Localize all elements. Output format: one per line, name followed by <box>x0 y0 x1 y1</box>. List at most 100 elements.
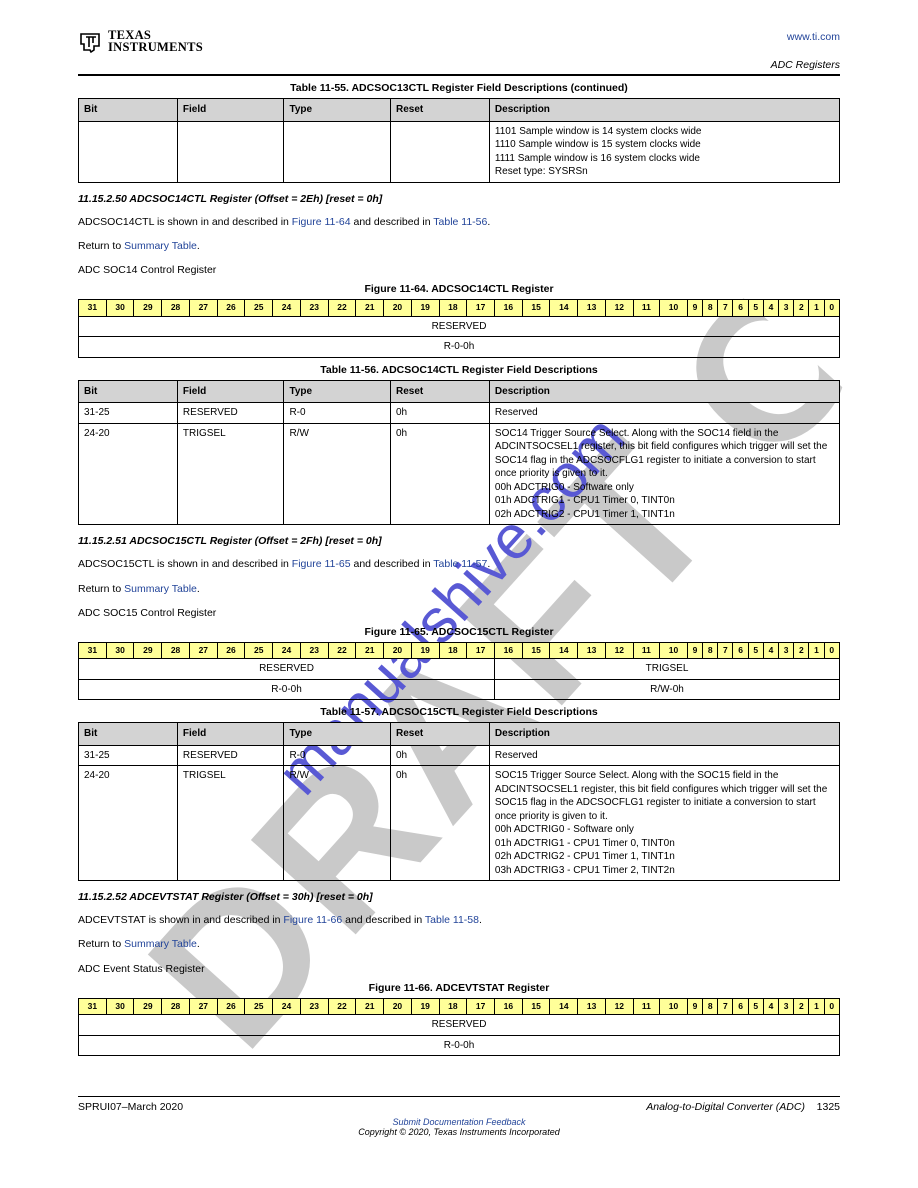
table56: Bit Field Type Reset Description 31-25 R… <box>78 380 840 526</box>
cell: RESERVED <box>177 745 284 766</box>
bit-header: 9 <box>687 642 702 658</box>
th-type: Type <box>284 99 391 122</box>
bit-header: 30 <box>106 642 134 658</box>
cell: 0h <box>390 745 489 766</box>
bit-header: 13 <box>578 998 606 1014</box>
bit-header: 24 <box>273 300 301 316</box>
sec4-para2: ADC Event Status Register <box>78 962 840 976</box>
bit-header: 20 <box>384 300 412 316</box>
bit-header: 26 <box>217 998 245 1014</box>
bit-header: 5 <box>748 998 763 1014</box>
cell: 0h <box>390 423 489 525</box>
bit-header: 9 <box>687 300 702 316</box>
fig66-caption: Figure 11-66. ADCEVTSTAT Register <box>78 982 840 994</box>
bit-header: 8 <box>703 300 718 316</box>
footer-right: Analog-to-Digital Converter (ADC) <box>646 1101 805 1113</box>
tbl57-caption: Table 11-57. ADCSOC15CTL Register Field … <box>78 706 840 718</box>
cell-desc: SOC14 Trigger Source Select. Along with … <box>489 423 839 525</box>
bit-header: 30 <box>106 300 134 316</box>
bit-header: 19 <box>411 300 439 316</box>
feedback-link[interactable]: Submit Documentation Feedback <box>392 1117 525 1127</box>
bit-header: 7 <box>718 998 733 1014</box>
bit-header: 18 <box>439 998 467 1014</box>
fig66-table: 3130292827262524232221201918171615141312… <box>78 998 840 1056</box>
cell: 24-20 <box>79 423 178 525</box>
fig64-link[interactable]: Figure 11-64 <box>292 216 351 228</box>
bit-header: 20 <box>384 998 412 1014</box>
bit-header: 2 <box>794 300 809 316</box>
sec3-para2: ADC SOC15 Control Register <box>78 606 840 620</box>
fig65-field-b: TRIGSEL <box>495 659 840 680</box>
cell <box>177 121 284 182</box>
sec2-para1: ADCSOC14CTL is shown in and described in… <box>78 215 840 229</box>
th-bit: Bit <box>79 380 178 403</box>
tbl57-link[interactable]: Table 11-57 <box>433 558 487 570</box>
bit-header: 31 <box>79 300 107 316</box>
th-reset: Reset <box>390 99 489 122</box>
summary-link[interactable]: Summary Table <box>124 583 197 595</box>
bit-header: 3 <box>779 300 794 316</box>
bit-header: 5 <box>748 300 763 316</box>
cell: 31-25 <box>79 403 178 424</box>
tbl58-link[interactable]: Table 11-58 <box>425 914 479 926</box>
bit-header: 20 <box>384 642 412 658</box>
cell-desc: SOC15 Trigger Source Select. Along with … <box>489 766 839 881</box>
ti-logo: TEXASINSTRUMENTS <box>78 30 203 54</box>
bit-header: 11 <box>633 300 659 316</box>
fig65-link[interactable]: Figure 11-65 <box>292 558 351 570</box>
bit-header: 10 <box>660 300 688 316</box>
bit-header: 15 <box>522 300 550 316</box>
bit-header: 5 <box>748 642 763 658</box>
bit-header: 10 <box>660 642 688 658</box>
th-field: Field <box>177 380 284 403</box>
footer-rule <box>78 1096 840 1097</box>
bit-header: 23 <box>300 642 328 658</box>
bit-header: 29 <box>134 642 162 658</box>
sec2-title: 11.15.2.50 ADCSOC14CTL Register (Offset … <box>78 193 840 205</box>
bit-header: 1 <box>809 642 824 658</box>
bit-header: 2 <box>794 998 809 1014</box>
bit-header: 29 <box>134 300 162 316</box>
header-url-link[interactable]: www.ti.com <box>787 31 840 43</box>
page-number: 1325 <box>817 1101 840 1113</box>
table55: Bit Field Type Reset Description 1101 Sa… <box>78 98 840 183</box>
fig66-link[interactable]: Figure 11-66 <box>283 914 342 926</box>
fig65-field-a: RESERVED <box>79 659 495 680</box>
bit-header: 28 <box>162 642 190 658</box>
header-rule <box>78 74 840 76</box>
cell: RESERVED <box>177 403 284 424</box>
bit-header: 6 <box>733 300 748 316</box>
bit-header: 15 <box>522 642 550 658</box>
sec2-para2: ADC SOC14 Control Register <box>78 263 840 277</box>
bit-header: 17 <box>467 642 495 658</box>
bit-header: 19 <box>411 998 439 1014</box>
bit-header: 14 <box>550 300 578 316</box>
bit-header: 14 <box>550 642 578 658</box>
bit-header: 0 <box>824 300 839 316</box>
fig65-rw-b: R/W-0h <box>495 679 840 700</box>
table57: Bit Field Type Reset Description 31-25 R… <box>78 722 840 881</box>
bit-header: 30 <box>106 998 134 1014</box>
th-field: Field <box>177 99 284 122</box>
bit-header: 26 <box>217 300 245 316</box>
bit-header: 3 <box>779 998 794 1014</box>
bit-header: 11 <box>633 998 659 1014</box>
bit-header: 0 <box>824 642 839 658</box>
tbl56-link[interactable]: Table 11-56 <box>433 216 487 228</box>
bit-header: 4 <box>763 300 778 316</box>
th-reset: Reset <box>390 380 489 403</box>
bit-header: 10 <box>660 998 688 1014</box>
sec4-return: Return to Summary Table. <box>78 937 840 951</box>
bit-header: 14 <box>550 998 578 1014</box>
sec3-title: 11.15.2.51 ADCSOC15CTL Register (Offset … <box>78 535 840 547</box>
summary-link[interactable]: Summary Table <box>124 938 197 950</box>
cell: R-0 <box>284 403 391 424</box>
bit-header: 25 <box>245 300 273 316</box>
bit-header: 16 <box>495 998 523 1014</box>
summary-link[interactable]: Summary Table <box>124 240 197 252</box>
bit-header: 27 <box>189 642 217 658</box>
bit-header: 23 <box>300 300 328 316</box>
bit-header: 17 <box>467 998 495 1014</box>
th-bit: Bit <box>79 723 178 746</box>
cell: Reserved <box>489 745 839 766</box>
